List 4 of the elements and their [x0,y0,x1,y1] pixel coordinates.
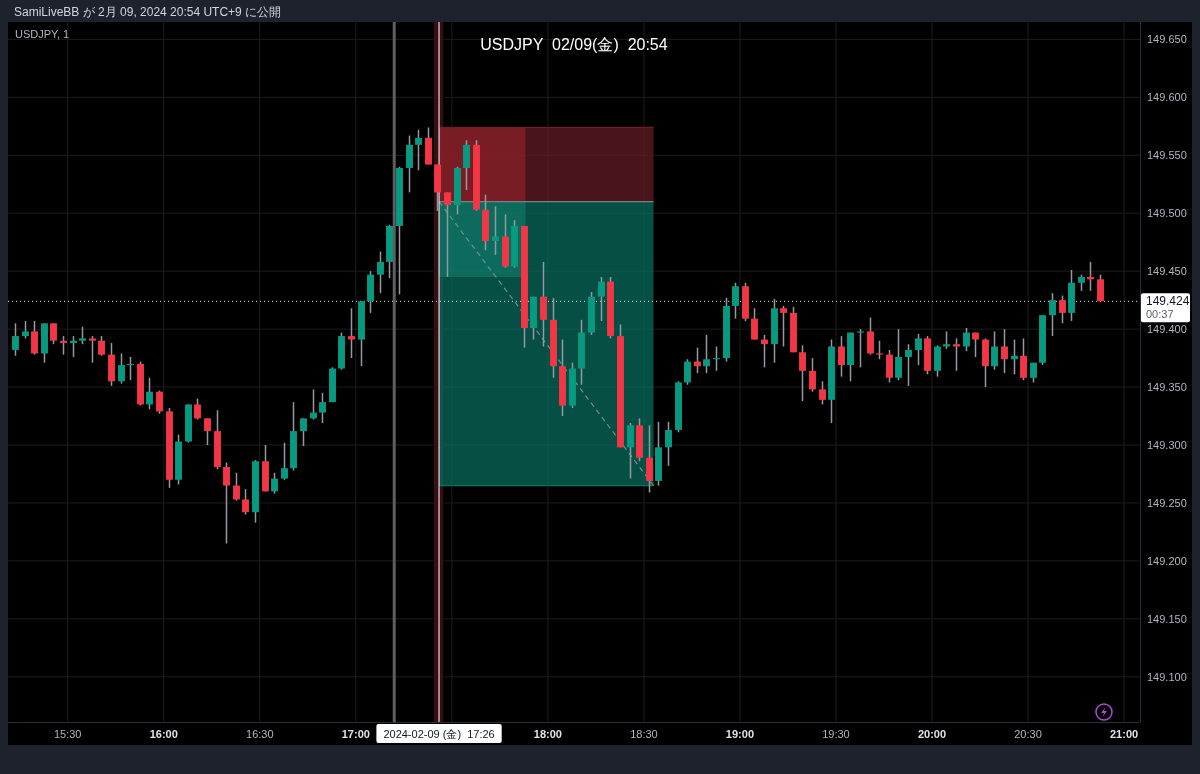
annotation: 00:37 [1146,308,1174,321]
annotation: SamiLiveBB が 2月 09, 2024 20:54 UTC+9 に公開 [14,5,282,19]
subtitle: USDJPY, 1 [15,28,70,40]
title: USDJPY 02/09(金) 20:54 [480,36,668,53]
